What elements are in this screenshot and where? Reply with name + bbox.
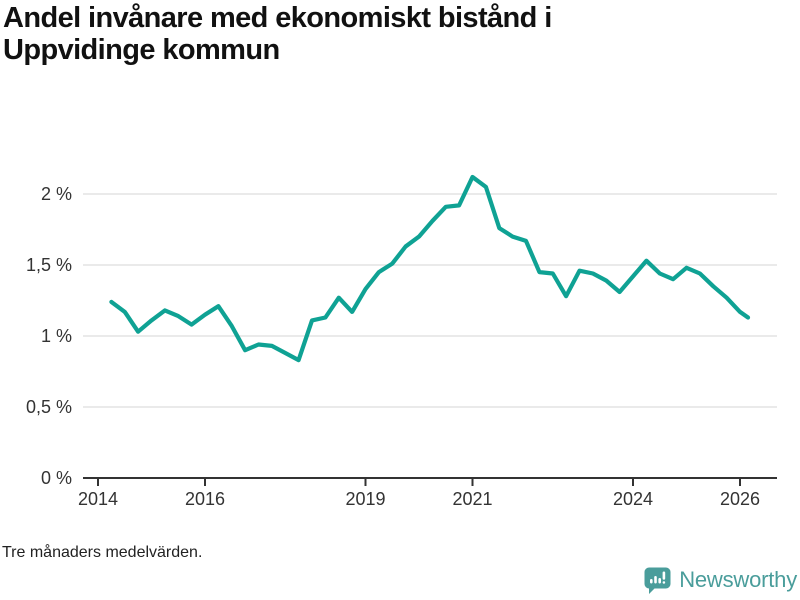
newsworthy-icon xyxy=(644,567,671,594)
x-tick-label: 2024 xyxy=(613,489,653,509)
x-tick-label: 2014 xyxy=(78,489,118,509)
y-tick-label: 1 % xyxy=(41,326,72,346)
y-tick-label: 2 % xyxy=(41,184,72,204)
page-title: Andel invånare med ekonomiskt bistånd i … xyxy=(3,2,783,66)
x-tick-label: 2026 xyxy=(720,489,760,509)
x-tick-label: 2019 xyxy=(345,489,385,509)
x-tick-label: 2016 xyxy=(185,489,225,509)
newsworthy-wordmark: Newsworthy xyxy=(679,567,797,592)
y-tick-label: 0 % xyxy=(41,468,72,488)
title-line-1: Andel invånare med ekonomiskt bistånd i xyxy=(3,2,552,34)
newsworthy-logo: Newsworthy xyxy=(643,564,797,596)
chart-footnote: Tre månaders medelvärden. xyxy=(2,544,203,561)
data-line xyxy=(109,174,751,363)
y-tick-label: 0,5 % xyxy=(26,397,72,417)
title-line-2: Uppvidinge kommun xyxy=(3,34,280,66)
x-tick-label: 2021 xyxy=(452,489,492,509)
y-tick-label: 1,5 % xyxy=(26,255,72,275)
